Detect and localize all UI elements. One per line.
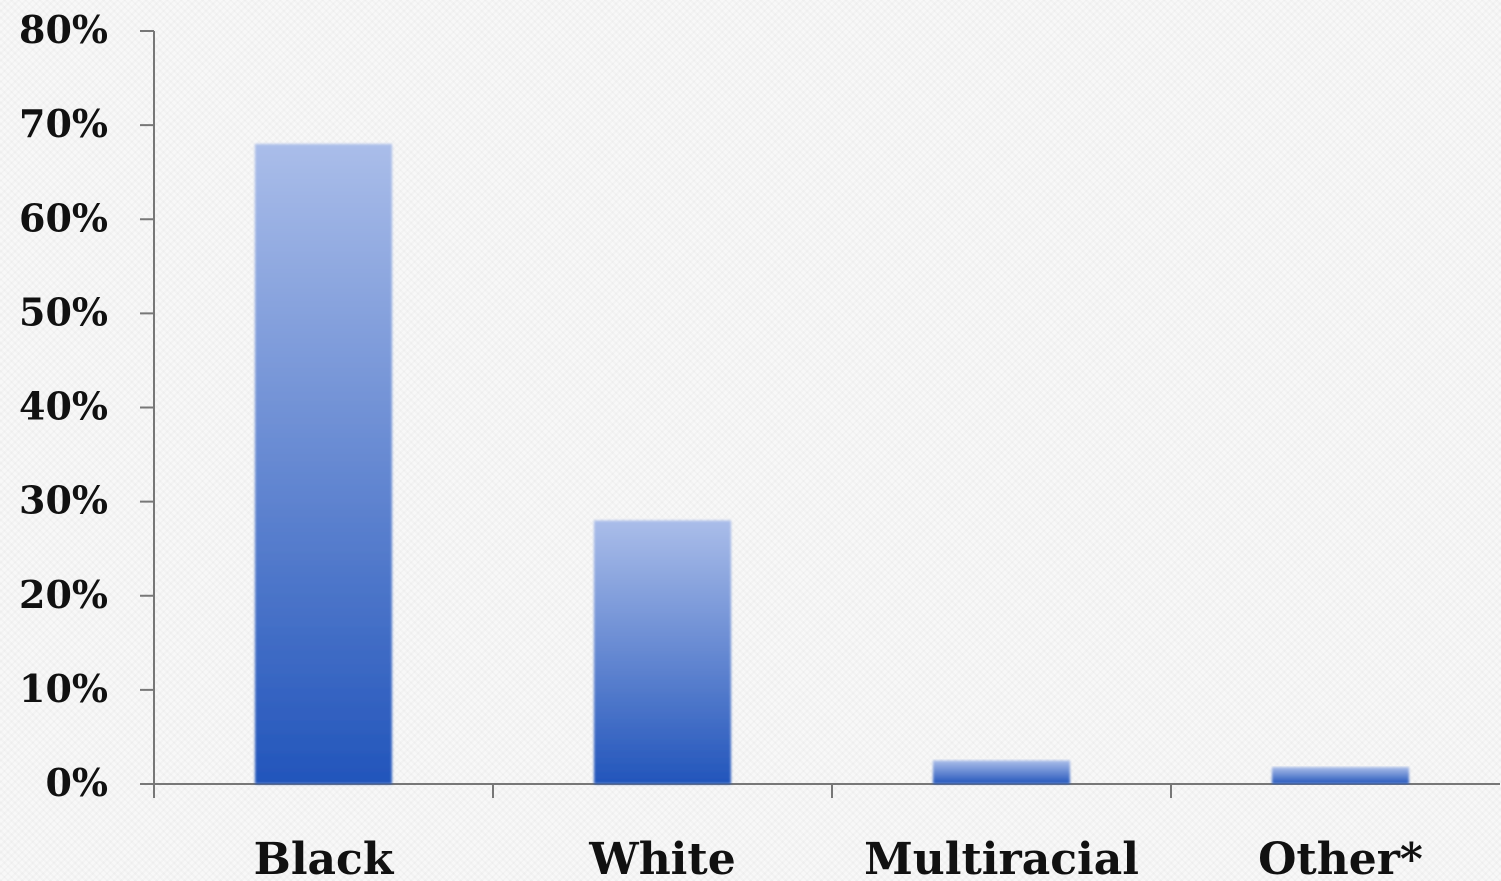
y-tick-label: 30% <box>19 478 108 523</box>
category-label: Black <box>254 834 395 881</box>
category-label: Multiracial <box>864 834 1139 881</box>
category-label: White <box>588 834 735 881</box>
y-tick-label: 80% <box>19 7 108 52</box>
y-tick-label: 40% <box>19 384 108 429</box>
bar-black <box>255 143 392 784</box>
x-axis <box>140 783 1500 798</box>
y-tick-label: 10% <box>19 666 108 711</box>
bars <box>255 143 1409 784</box>
category-labels: Black White Multiracial Other* <box>254 834 1423 881</box>
y-tick-label: 70% <box>19 101 108 146</box>
bar-multiracial <box>933 760 1070 784</box>
category-label: Other* <box>1258 834 1423 881</box>
bar-other <box>1272 767 1409 784</box>
y-tick-label: 20% <box>19 572 108 617</box>
y-tick-label: 0% <box>45 760 108 805</box>
bar-white <box>594 520 731 784</box>
y-axis <box>140 30 155 798</box>
y-tick-label: 50% <box>19 289 108 334</box>
y-tick-label: 60% <box>19 195 108 240</box>
y-tick-labels: 0% 10% 20% 30% 40% 50% 60% 70% 80% <box>19 7 108 805</box>
